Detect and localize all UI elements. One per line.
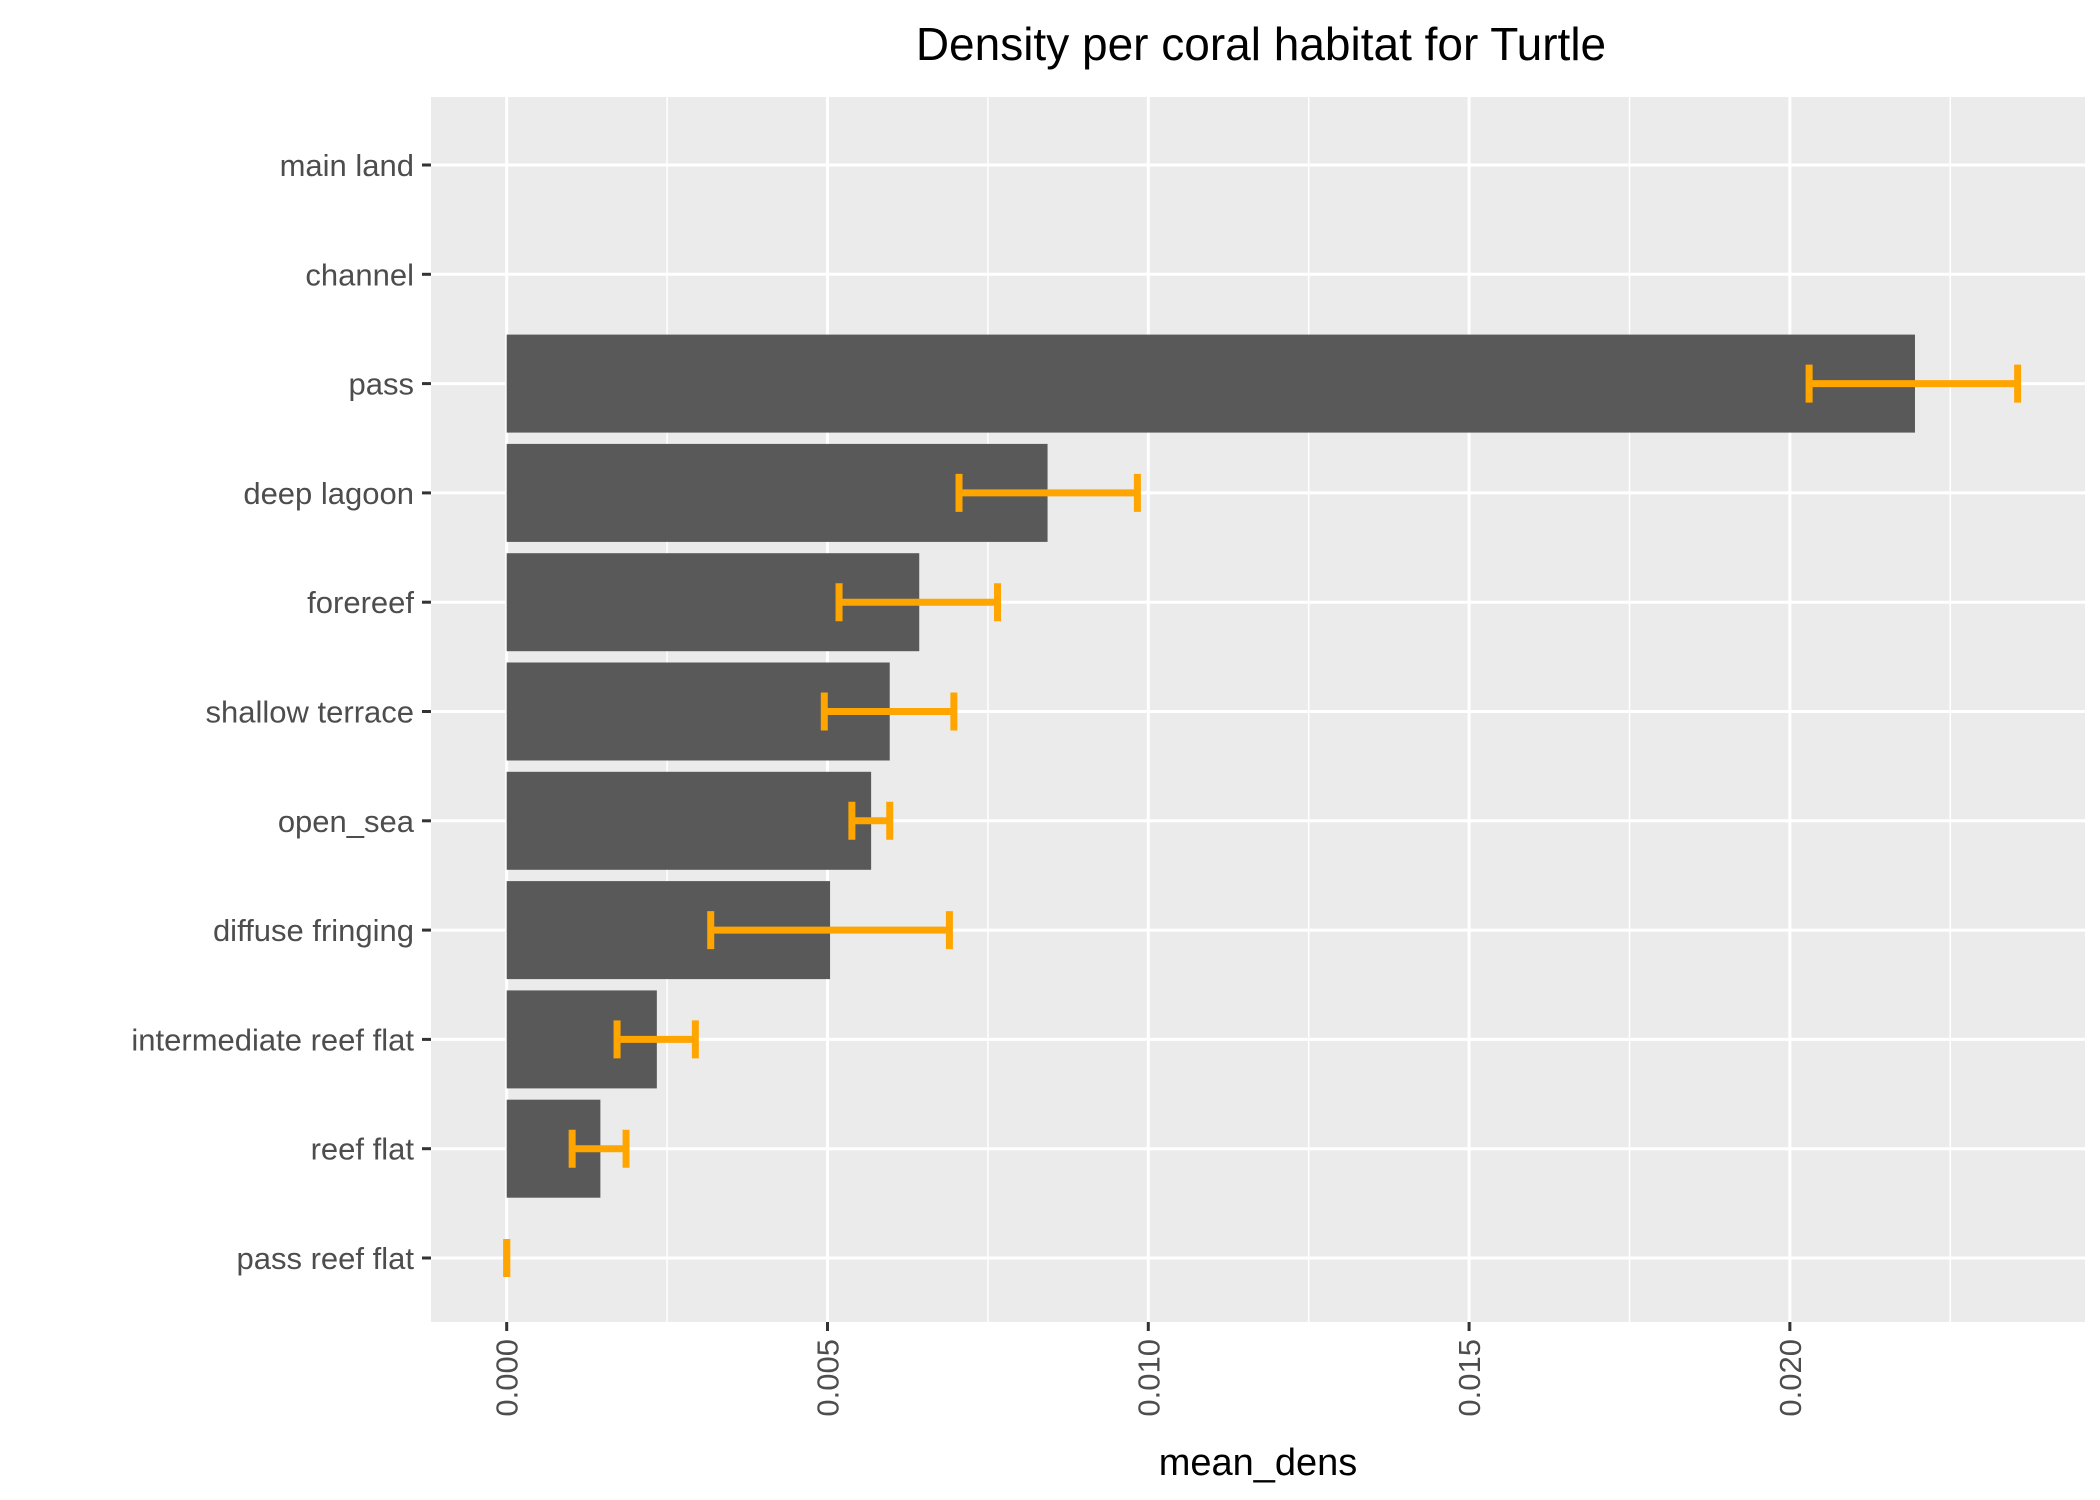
- bar-pass: [506, 334, 1915, 433]
- y-tick-label: pass reef flat: [237, 1241, 415, 1276]
- y-tick-label: deep lagoon: [243, 476, 414, 511]
- y-tick-label: reef flat: [311, 1132, 415, 1167]
- bar-open-sea: [506, 771, 872, 870]
- error-bar-intermediate-reef-flat: [613, 1020, 699, 1059]
- x-tick-label: 0.000: [490, 1339, 525, 1417]
- error-bar-pass: [1805, 364, 2022, 403]
- y-tick-label: forereef: [307, 585, 414, 620]
- x-axis-title: mean_dens: [1159, 1442, 1358, 1484]
- error-bar-deep-lagoon: [955, 473, 1141, 512]
- y-tick-label: main land: [280, 148, 414, 183]
- error-bar-reef-flat: [568, 1129, 630, 1168]
- x-tick-label: 0.010: [1131, 1339, 1166, 1417]
- error-bar-forereef: [835, 583, 1002, 622]
- bars: [506, 334, 1915, 1198]
- grid-lines: [431, 97, 2085, 1322]
- y-tick-label: pass: [349, 367, 414, 402]
- y-tick-label: diffuse fringing: [213, 913, 414, 948]
- x-tick-label: 0.005: [810, 1339, 845, 1417]
- x-tick-label: 0.020: [1773, 1339, 1808, 1417]
- y-tick-label: intermediate reef flat: [131, 1022, 414, 1057]
- y-axis: main land channel pass deep lagoon forereef s…: [131, 148, 431, 1276]
- error-bar-open-sea: [848, 801, 894, 840]
- error-bars: [503, 364, 2022, 1277]
- y-tick-label: open_sea: [278, 804, 415, 839]
- error-bar-diffuse-fringing: [707, 911, 953, 950]
- y-tick-label: shallow terrace: [206, 695, 414, 730]
- y-tick-label: channel: [305, 257, 414, 292]
- error-bar-shallow-terrace: [820, 692, 958, 731]
- x-tick-label: 0.015: [1452, 1339, 1487, 1417]
- x-axis: 0.000 0.005 0.010 0.015 0.020: [490, 1322, 1808, 1417]
- chart-title: Density per coral habitat for Turtle: [916, 18, 1606, 70]
